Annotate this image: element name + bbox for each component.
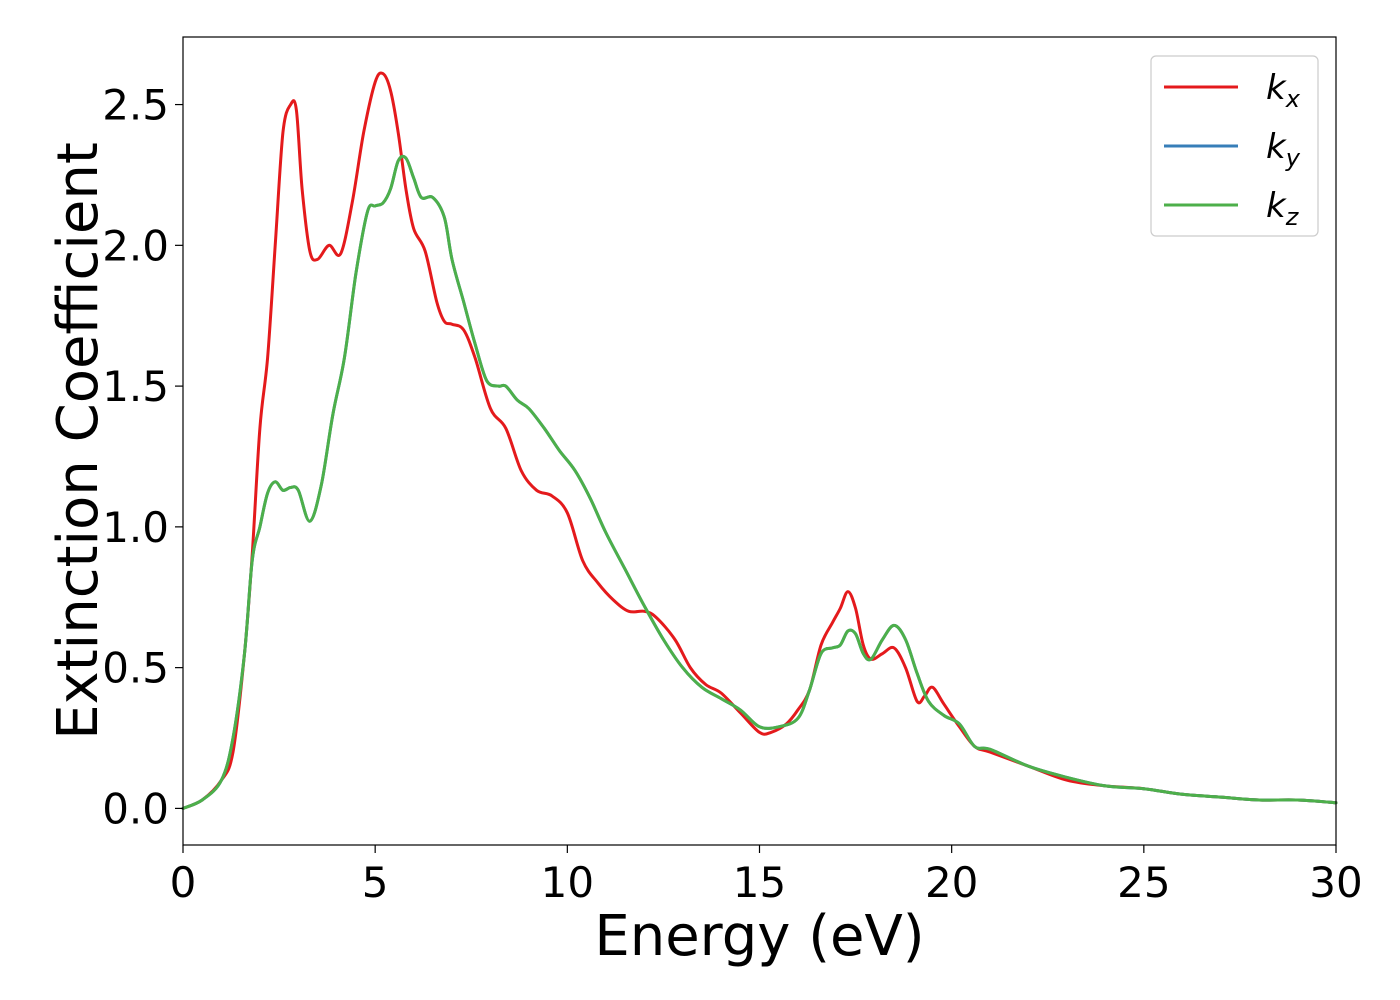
x-tick-label: 5 bbox=[362, 858, 389, 907]
x-axis-ticks: 0 5 10 15 20 25 30 bbox=[170, 845, 1363, 907]
series-layer bbox=[181, 71, 1338, 810]
x-tick-label: 30 bbox=[1309, 858, 1362, 907]
x-tick-label: 15 bbox=[733, 858, 786, 907]
series-line-z bbox=[181, 154, 1338, 810]
series-line-x bbox=[181, 71, 1338, 810]
x-axis-label: Energy (eV) bbox=[594, 904, 924, 969]
y-tick-label: 2.5 bbox=[102, 81, 169, 130]
y-tick-label: 1.5 bbox=[102, 362, 169, 411]
y-axis-label: Extinction Coefficient bbox=[46, 142, 111, 740]
y-tick-label: 1.0 bbox=[102, 503, 169, 552]
legend: kx ky kz bbox=[1150, 55, 1319, 237]
y-tick-label: 0.0 bbox=[102, 784, 169, 833]
x-tick-label: 10 bbox=[541, 858, 594, 907]
legend-label-z: kz bbox=[1266, 186, 1300, 231]
x-tick-label: 25 bbox=[1117, 858, 1170, 907]
y-tick-label: 2.0 bbox=[102, 221, 169, 270]
x-tick-label: 0 bbox=[170, 858, 197, 907]
y-axis-ticks: 0.0 0.5 1.0 1.5 2.0 2.5 bbox=[102, 81, 183, 833]
legend-label-x: kx bbox=[1266, 68, 1301, 113]
y-tick-label: 0.5 bbox=[102, 644, 169, 693]
x-tick-label: 20 bbox=[925, 858, 978, 907]
legend-label-y: ky bbox=[1266, 127, 1301, 172]
